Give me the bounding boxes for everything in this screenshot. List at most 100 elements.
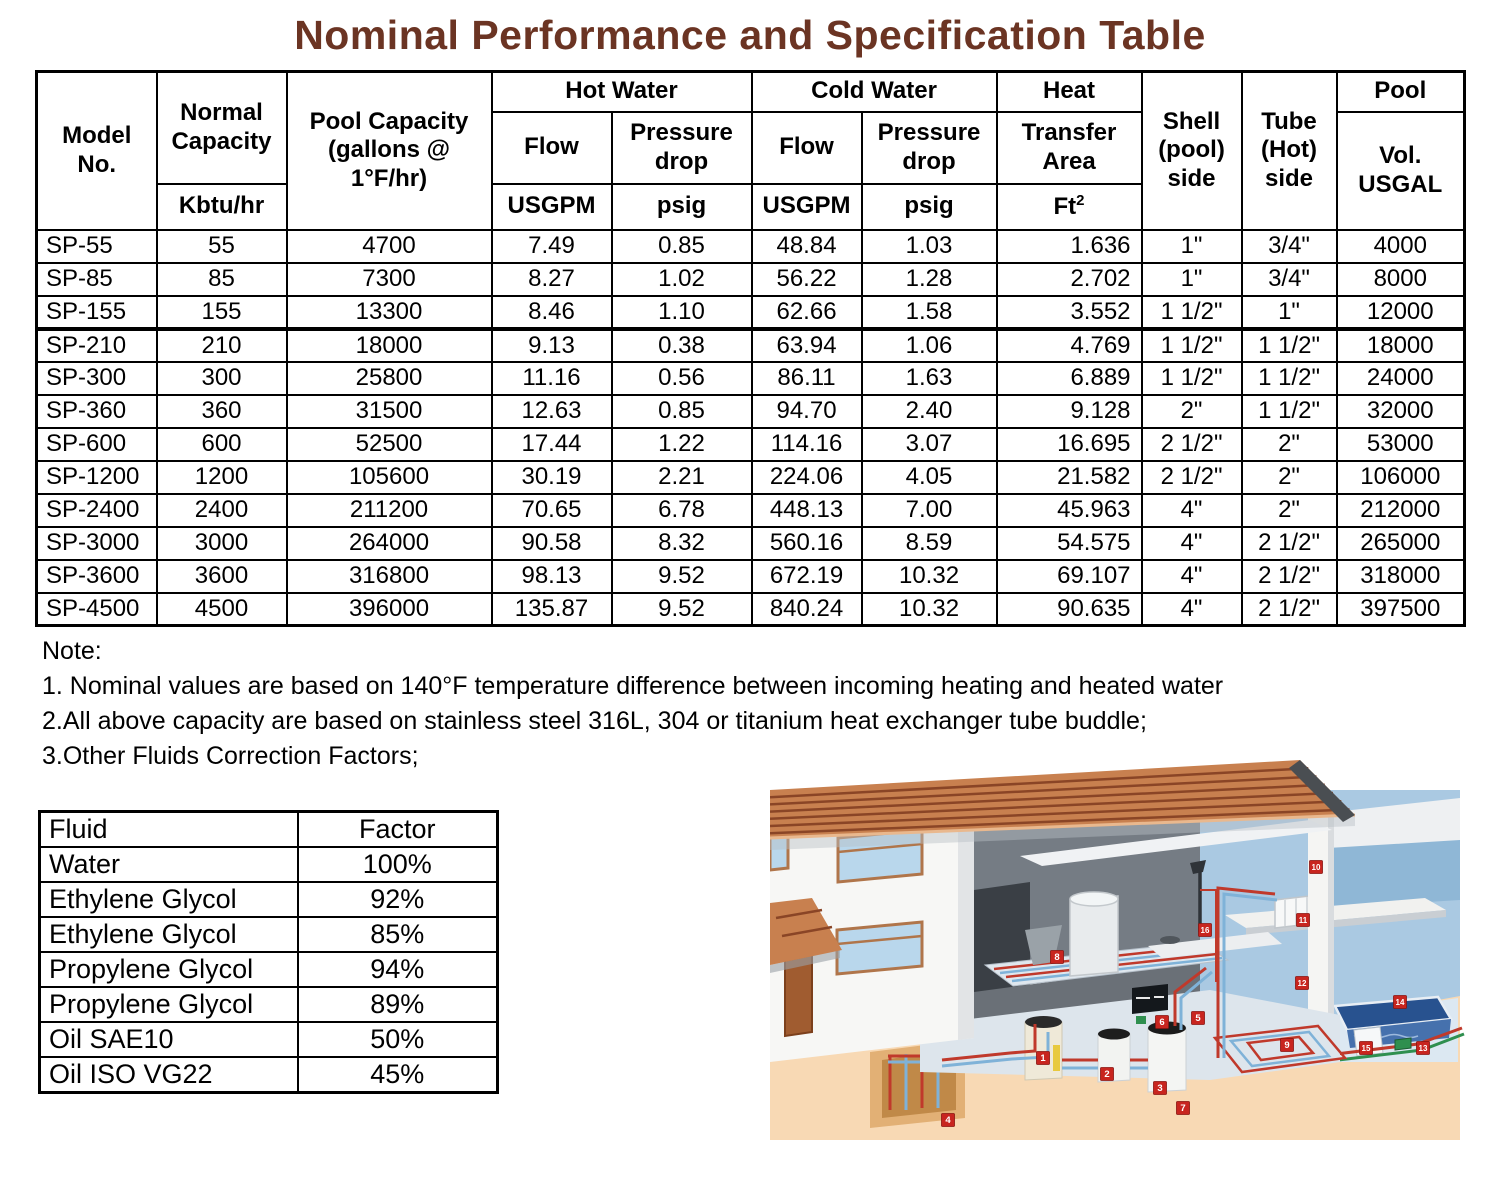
system-pipes	[941, 886, 1278, 1070]
roof-gable	[1289, 760, 1355, 822]
fluid-cell: 89%	[296, 986, 499, 1023]
col-group-cold-water: Cold Water	[750, 70, 998, 113]
spec-cell: 53000	[1335, 426, 1466, 462]
spec-cell: 1 1/2"	[1240, 360, 1338, 396]
marker-13: 13	[1416, 1041, 1430, 1055]
spec-cell: 11.16	[490, 360, 613, 396]
spec-cell: 0.56	[610, 360, 753, 396]
fluid-cell: 94%	[296, 951, 499, 988]
spec-cell: SP-600	[35, 426, 158, 462]
spec-cell: 54.575	[995, 525, 1143, 561]
fluid-row: Oil ISO VG22 45%	[38, 1056, 499, 1094]
fluid-cell: Ethylene Glycol	[38, 881, 299, 918]
spec-cell: 4"	[1140, 492, 1243, 528]
spec-cell: 396000	[285, 591, 493, 627]
notes-block: Note: 1. Nominal values are based on 140…	[42, 634, 1223, 774]
svg-text:12: 12	[1298, 979, 1307, 988]
marker-8: 8	[1050, 950, 1064, 964]
spec-cell: 135.87	[490, 591, 613, 627]
spec-cell: 600	[155, 426, 288, 462]
valve-green	[1136, 1016, 1146, 1024]
spec-cell: 30.19	[490, 459, 613, 495]
fluid-cell: Oil SAE10	[38, 1021, 299, 1058]
spec-cell: 8000	[1335, 261, 1466, 297]
eave-shadow	[770, 815, 1355, 850]
col-unit-kbtu: Kbtu/hr	[155, 182, 288, 231]
spec-cell: 1.02	[610, 261, 753, 297]
col-unit-hw-psig: psig	[610, 182, 753, 231]
spec-cell: 1.10	[610, 294, 753, 331]
spec-cell: 3/4"	[1240, 228, 1338, 264]
spec-cell: 106000	[1335, 459, 1466, 495]
spec-cell: 2 1/2"	[1140, 459, 1243, 495]
note-line: 1. Nominal values are based on 140°F tem…	[42, 672, 1224, 700]
spec-cell: 4"	[1140, 591, 1243, 627]
spec-cell: 3600	[155, 558, 288, 594]
fluid-row: Oil SAE10 50%	[38, 1021, 499, 1058]
col-header-cw-flow: Flow	[750, 110, 863, 185]
spec-cell: 8.59	[860, 525, 998, 561]
svg-text:7: 7	[1180, 1103, 1185, 1114]
pillar-edge	[1328, 814, 1334, 1061]
svg-text:1: 1	[1040, 1053, 1046, 1064]
table-row: SP-4500 4500 396000 135.87 9.52 840.24 10.32 90…	[35, 591, 1466, 627]
col-group-hot-water: Hot Water	[490, 70, 753, 113]
spec-cell: 840.24	[750, 591, 863, 627]
spec-cell: 9.13	[490, 327, 613, 363]
table-row: SP-3600 3600 316800 98.13 9.52 672.19 10.32 69.…	[35, 558, 1466, 594]
spec-cell: SP-155	[35, 294, 158, 331]
table-row: SP-360 360 31500 12.63 0.85 94.70 2.40 9.128 2" 1…	[35, 393, 1466, 429]
marker-10: 10	[1309, 860, 1323, 874]
spec-cell: 4500	[155, 591, 288, 627]
col-header-shell-side: Shell (pool) side	[1140, 70, 1243, 231]
spec-cell: 10.32	[860, 591, 998, 627]
spec-cell: 0.38	[610, 327, 753, 363]
small-roof-stripes	[775, 908, 833, 938]
spec-cell: 1.58	[860, 294, 998, 331]
table-row: SP-1200 1200 105600 30.19 2.21 224.06 4.05 21.5…	[35, 459, 1466, 495]
shower-head	[1190, 860, 1206, 874]
spec-cell: 1.06	[860, 327, 998, 363]
spec-cell: 24000	[1335, 360, 1466, 396]
spec-cell: 300	[155, 360, 288, 396]
svg-text:10: 10	[1312, 863, 1321, 872]
fluid-row: Propylene Glycol 94%	[38, 951, 499, 988]
sink	[1160, 936, 1180, 944]
spec-cell: 16.695	[995, 426, 1143, 462]
fluid-row: Ethylene Glycol 92%	[38, 881, 499, 918]
spec-cell: 18000	[285, 327, 493, 363]
marker-7: 7	[1176, 1101, 1190, 1115]
window-lower	[835, 920, 924, 976]
roof-stripes	[770, 767, 1350, 835]
table-row: SP-3000 3000 264000 90.58 8.32 560.16 8.59 54.5…	[35, 525, 1466, 561]
svg-text:9: 9	[1284, 1040, 1289, 1051]
spec-cell: 2.21	[610, 459, 753, 495]
spec-cell: 8.27	[490, 261, 613, 297]
spec-cell: 4.769	[995, 327, 1143, 363]
svg-text:14: 14	[1396, 998, 1405, 1007]
fluid-cell: Ethylene Glycol	[38, 916, 299, 953]
window-bar-lower	[836, 934, 923, 946]
spec-cell: 69.107	[995, 558, 1143, 594]
spec-cell: 94.70	[750, 393, 863, 429]
spec-cell: 1"	[1140, 261, 1243, 297]
spec-cell: 360	[155, 393, 288, 429]
spec-cell: 62.66	[750, 294, 863, 331]
ground-loop-pipes	[888, 1050, 942, 1110]
ceiling-slab	[1020, 820, 1332, 866]
marker-16: 16	[1198, 923, 1212, 937]
boiler-label	[1053, 1045, 1060, 1071]
svg-text:4: 4	[945, 1115, 951, 1126]
spec-cell: 2 1/2"	[1140, 426, 1243, 462]
col-header-tube-side: Tube (Hot) side	[1240, 70, 1338, 231]
spec-cell: 10.32	[860, 558, 998, 594]
upper-white-band	[1334, 798, 1460, 850]
table-row: SP-155 155 13300 8.46 1.10 62.66 1.58 3.552 1 1/…	[35, 294, 1466, 331]
spec-table-header: Model No. Normal Capacity Pool Capacity …	[35, 70, 1466, 231]
fluid-cell: Water	[38, 846, 299, 883]
svg-text:5: 5	[1195, 1013, 1201, 1024]
spec-cell: 98.13	[490, 558, 613, 594]
fluid-row: Water 100%	[38, 846, 499, 883]
table-row: SP-210 210 18000 9.13 0.38 63.94 1.06 4.769 1 1/…	[35, 327, 1466, 363]
marker-4: 4	[941, 1113, 955, 1127]
